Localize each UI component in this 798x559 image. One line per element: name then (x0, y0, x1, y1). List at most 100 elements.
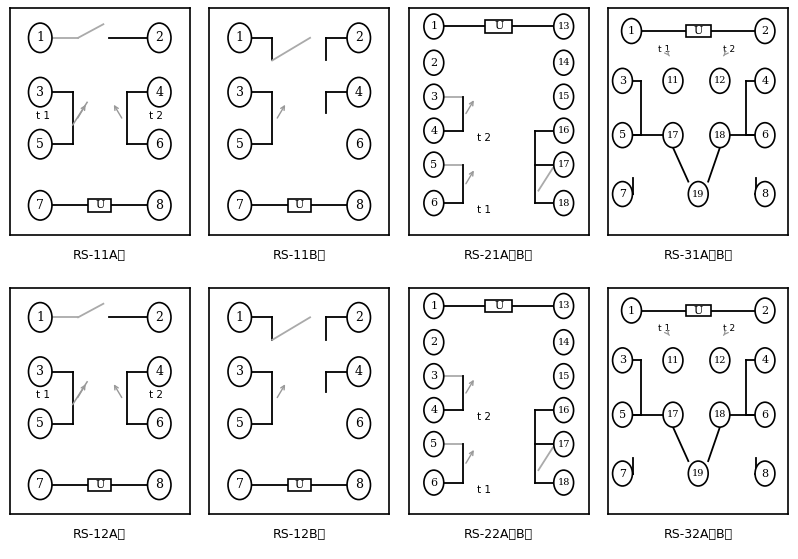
Text: 7: 7 (235, 479, 243, 491)
Circle shape (29, 302, 52, 332)
Circle shape (424, 14, 444, 39)
Circle shape (29, 409, 52, 438)
Text: 2: 2 (355, 311, 363, 324)
Circle shape (622, 298, 642, 323)
Bar (287, 479, 311, 491)
Circle shape (347, 409, 370, 438)
Text: 4: 4 (355, 86, 363, 98)
Text: 3: 3 (430, 371, 437, 381)
Circle shape (710, 402, 730, 427)
Bar (685, 25, 711, 37)
Circle shape (424, 191, 444, 216)
Circle shape (347, 357, 370, 386)
Circle shape (663, 123, 683, 148)
Circle shape (710, 348, 730, 373)
Text: 3: 3 (36, 365, 44, 378)
Circle shape (347, 23, 370, 53)
Text: U: U (693, 306, 703, 315)
Bar (485, 300, 512, 312)
Circle shape (554, 118, 574, 143)
Text: RS-32A、B型: RS-32A、B型 (664, 528, 733, 541)
Text: t 2: t 2 (477, 133, 491, 143)
Text: 17: 17 (558, 439, 570, 449)
Text: RS-12B型: RS-12B型 (273, 528, 326, 541)
Text: 11: 11 (667, 356, 679, 365)
Text: t 2: t 2 (723, 324, 735, 333)
Text: 7: 7 (619, 468, 626, 479)
Circle shape (347, 191, 370, 220)
Text: t 2: t 2 (149, 111, 164, 121)
Circle shape (613, 123, 633, 148)
Circle shape (29, 191, 52, 220)
Circle shape (424, 50, 444, 75)
Text: 18: 18 (558, 478, 570, 487)
Bar (685, 305, 711, 316)
Text: t 2: t 2 (477, 413, 491, 423)
Circle shape (755, 298, 775, 323)
Text: t 1: t 1 (658, 324, 670, 333)
Text: 8: 8 (355, 199, 363, 212)
Circle shape (347, 470, 370, 500)
Text: RS-22A、B型: RS-22A、B型 (464, 528, 533, 541)
Circle shape (554, 364, 574, 389)
Text: 8: 8 (761, 468, 768, 479)
Text: 4: 4 (156, 365, 164, 378)
Text: 17: 17 (558, 160, 570, 169)
Text: 7: 7 (36, 199, 44, 212)
Text: 2: 2 (761, 306, 768, 315)
Text: 3: 3 (36, 86, 44, 98)
Text: 7: 7 (36, 479, 44, 491)
Circle shape (554, 470, 574, 495)
Text: RS-12A型: RS-12A型 (73, 528, 126, 541)
Text: 1: 1 (36, 31, 44, 44)
Circle shape (554, 432, 574, 457)
Circle shape (663, 68, 683, 93)
Text: 3: 3 (235, 86, 243, 98)
Text: 6: 6 (430, 477, 437, 487)
Circle shape (148, 470, 171, 500)
Text: 3: 3 (619, 356, 626, 366)
Text: 2: 2 (430, 58, 437, 68)
Bar (485, 20, 512, 33)
Circle shape (347, 302, 370, 332)
Text: t 2: t 2 (149, 390, 164, 400)
Text: 1: 1 (628, 26, 635, 36)
Text: t 1: t 1 (477, 205, 491, 215)
Circle shape (554, 84, 574, 109)
Text: 2: 2 (156, 311, 164, 324)
Text: t 1: t 1 (477, 485, 491, 495)
Circle shape (755, 461, 775, 486)
Circle shape (148, 302, 171, 332)
Text: 6: 6 (761, 410, 768, 420)
Circle shape (710, 68, 730, 93)
Circle shape (755, 402, 775, 427)
Circle shape (424, 118, 444, 143)
Text: 4: 4 (761, 76, 768, 86)
Text: 17: 17 (667, 131, 679, 140)
Text: 1: 1 (235, 311, 243, 324)
Circle shape (148, 23, 171, 53)
Circle shape (554, 50, 574, 75)
Text: 5: 5 (235, 417, 243, 430)
Text: U: U (294, 200, 304, 210)
Circle shape (613, 182, 633, 206)
Text: 1: 1 (36, 311, 44, 324)
Circle shape (29, 130, 52, 159)
Text: 5: 5 (619, 130, 626, 140)
Text: 7: 7 (235, 199, 243, 212)
Circle shape (29, 470, 52, 500)
Text: U: U (693, 26, 703, 36)
Text: RS-31A、B型: RS-31A、B型 (664, 249, 733, 262)
Circle shape (347, 78, 370, 107)
Circle shape (613, 68, 633, 93)
Circle shape (663, 348, 683, 373)
Circle shape (755, 182, 775, 206)
Circle shape (424, 293, 444, 319)
Text: 2: 2 (355, 31, 363, 44)
Circle shape (228, 357, 251, 386)
Circle shape (228, 470, 251, 500)
Circle shape (228, 23, 251, 53)
Text: 8: 8 (156, 199, 164, 212)
Text: 6: 6 (355, 138, 363, 151)
Circle shape (228, 302, 251, 332)
